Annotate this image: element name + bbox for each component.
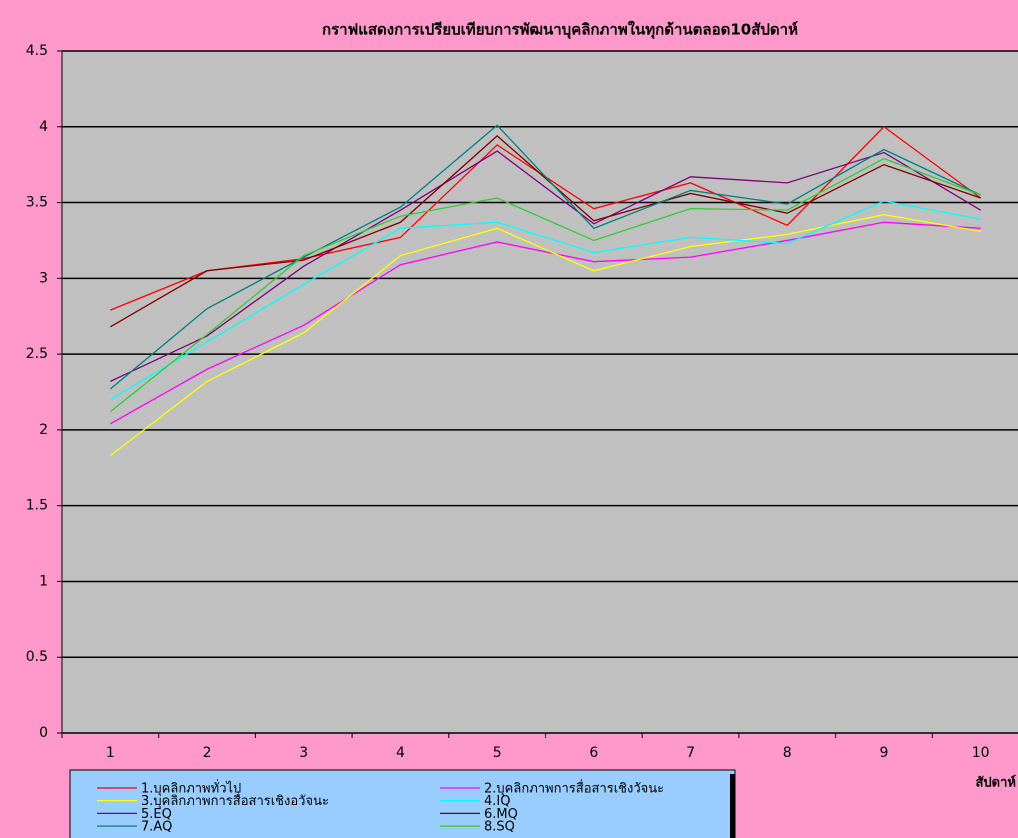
series-line (109, 157, 981, 413)
legend-label: 5.EQ (141, 807, 172, 822)
x-tick-label: 6 (589, 745, 598, 761)
legend (69, 769, 736, 838)
y-tick-label: 3 (39, 270, 48, 286)
legend-label: 1.บุคลิกภาพทั่วไป (141, 780, 241, 797)
y-tick-label: 2 (39, 422, 48, 438)
x-axis-label: สัปดาห์ (976, 775, 1017, 791)
y-tick-label: 0 (39, 725, 48, 741)
y-tick-label: 4 (39, 119, 48, 135)
x-tick-label: 1 (106, 745, 115, 761)
series-line (110, 221, 981, 425)
x-tick-label: 10 (972, 745, 990, 761)
legend-label: 8.SQ (484, 820, 515, 835)
y-tick-label: 4.5 (26, 43, 48, 59)
y-tick-label: 3.5 (26, 195, 48, 211)
x-tick-label: 5 (493, 745, 502, 761)
x-tick-label: 4 (396, 745, 405, 761)
legend-label: 6.MQ (484, 807, 518, 822)
x-tick-label: 7 (686, 745, 695, 761)
legend-shadow (730, 774, 735, 838)
y-tick-label: 1 (39, 573, 48, 589)
legend-label: 2.บุคลิกภาพการสื่อสารเชิงวัจนะ (484, 780, 664, 797)
plot-area (62, 51, 1018, 733)
legend-label: 3.บุคลิกภาพการสื่อสารเชิงอวัจนะ (141, 792, 329, 809)
series-line (110, 135, 981, 328)
y-tick-label: 0.5 (26, 649, 48, 665)
y-tick-label: 1.5 (26, 498, 48, 514)
legend-label: 7.AQ (141, 820, 172, 835)
series-line (109, 214, 981, 457)
series-line (110, 200, 981, 401)
x-tick-label: 3 (299, 745, 308, 761)
legend-label: 4.IQ (484, 794, 510, 809)
x-tick-label: 9 (879, 745, 888, 761)
chart-title: กราฟแสดงการเปรียบเทียบการพัฒนาบุคลิกภาพใ… (322, 21, 798, 40)
x-tick-label: 2 (203, 745, 212, 761)
series-line (110, 150, 981, 382)
x-tick-label: 8 (783, 745, 792, 761)
series-line (109, 124, 981, 390)
y-tick-label: 2.5 (26, 346, 48, 362)
